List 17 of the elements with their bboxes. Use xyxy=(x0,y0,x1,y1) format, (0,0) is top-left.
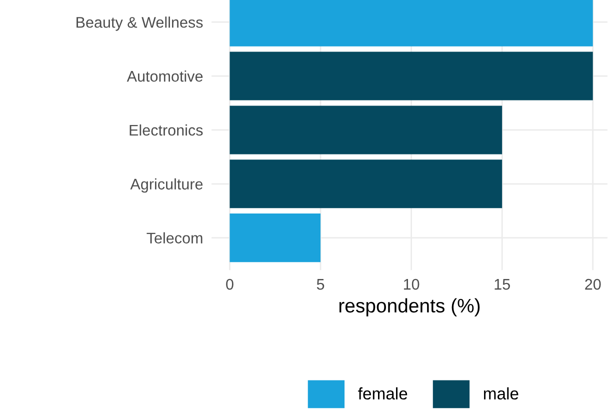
bar xyxy=(230,106,502,154)
x-axis-title: respondents (%) xyxy=(339,298,480,316)
x-tick-label: 10 xyxy=(404,278,420,290)
x-tick-label: 0 xyxy=(226,278,234,290)
y-tick-label: Electronics xyxy=(130,124,203,136)
bar xyxy=(230,160,502,208)
bar xyxy=(230,52,593,100)
x-tick-label: 20 xyxy=(585,278,601,290)
y-tick-label: Beauty & Wellness xyxy=(76,16,203,31)
legend-label: male xyxy=(484,387,518,400)
y-tick-label: Agriculture xyxy=(130,178,203,193)
x-tick-label: 5 xyxy=(316,279,324,290)
legend-label: female xyxy=(358,387,408,400)
y-tick-label: Automotive xyxy=(126,70,203,82)
bar xyxy=(230,214,321,262)
y-tick-label: Telecom xyxy=(146,232,202,244)
x-tick-label: 15 xyxy=(494,279,510,290)
